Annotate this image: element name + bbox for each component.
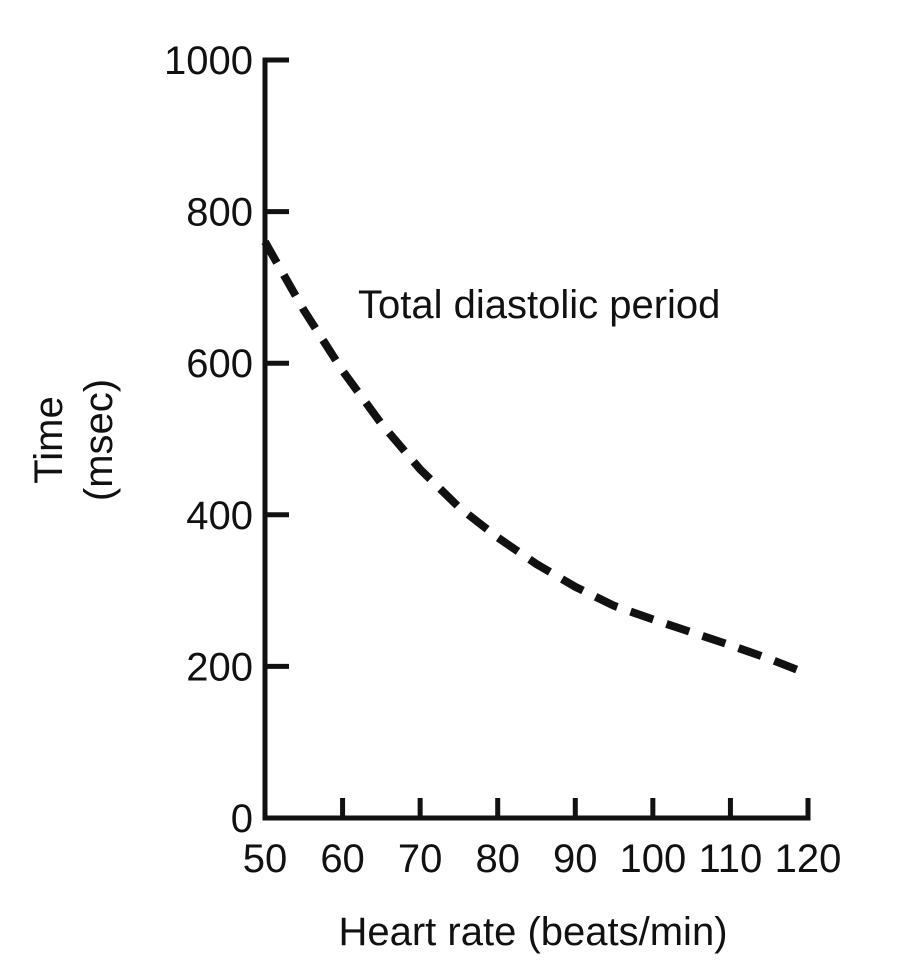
data-point (768, 658, 770, 660)
plot-area: 0 200 400 600 800 1000 50 60 70 80 90 100 110 120 (164, 39, 841, 881)
series-label: Total diastolic period (358, 283, 720, 327)
data-point (497, 537, 499, 539)
data-point (536, 563, 538, 565)
x-tick-label: 100 (619, 837, 686, 881)
y-tick-label: 0 (231, 797, 253, 841)
data-point (691, 631, 693, 633)
data-point (729, 644, 731, 646)
x-tick-label: 80 (475, 837, 520, 881)
y-axis-title: Time (msec) (27, 379, 121, 501)
series-layer (261, 239, 810, 678)
y-tick-label: 800 (186, 191, 253, 235)
data-point (652, 618, 654, 620)
y-tick-label: 400 (186, 494, 253, 538)
x-tick-label: 90 (553, 837, 598, 881)
y-axis-title-line-1: Time (27, 396, 71, 483)
data-point (380, 423, 382, 425)
y-tick-label: 200 (186, 645, 253, 689)
data-point (613, 605, 615, 607)
x-axis-title: Heart rate (beats/min) (338, 910, 727, 954)
y-ticks: 0 200 400 600 800 1000 (164, 39, 289, 841)
data-point (342, 370, 344, 372)
x-tick-label: 60 (320, 837, 365, 881)
data-point (574, 586, 576, 588)
x-tick-label: 120 (775, 837, 842, 881)
data-point (303, 309, 305, 311)
y-axis-title-line-2: (msec) (77, 379, 121, 501)
x-tick-label: 70 (398, 837, 443, 881)
data-point (419, 468, 421, 470)
series-line (261, 239, 810, 678)
x-ticks: 50 60 70 80 90 100 110 120 (243, 798, 842, 881)
y-tick-label: 600 (186, 342, 253, 386)
y-tick-label: 1000 (164, 39, 253, 83)
x-tick-label: 50 (243, 837, 288, 881)
x-tick-label: 110 (699, 837, 763, 881)
data-point (807, 673, 809, 675)
data-point (458, 506, 460, 508)
data-point (264, 241, 266, 243)
